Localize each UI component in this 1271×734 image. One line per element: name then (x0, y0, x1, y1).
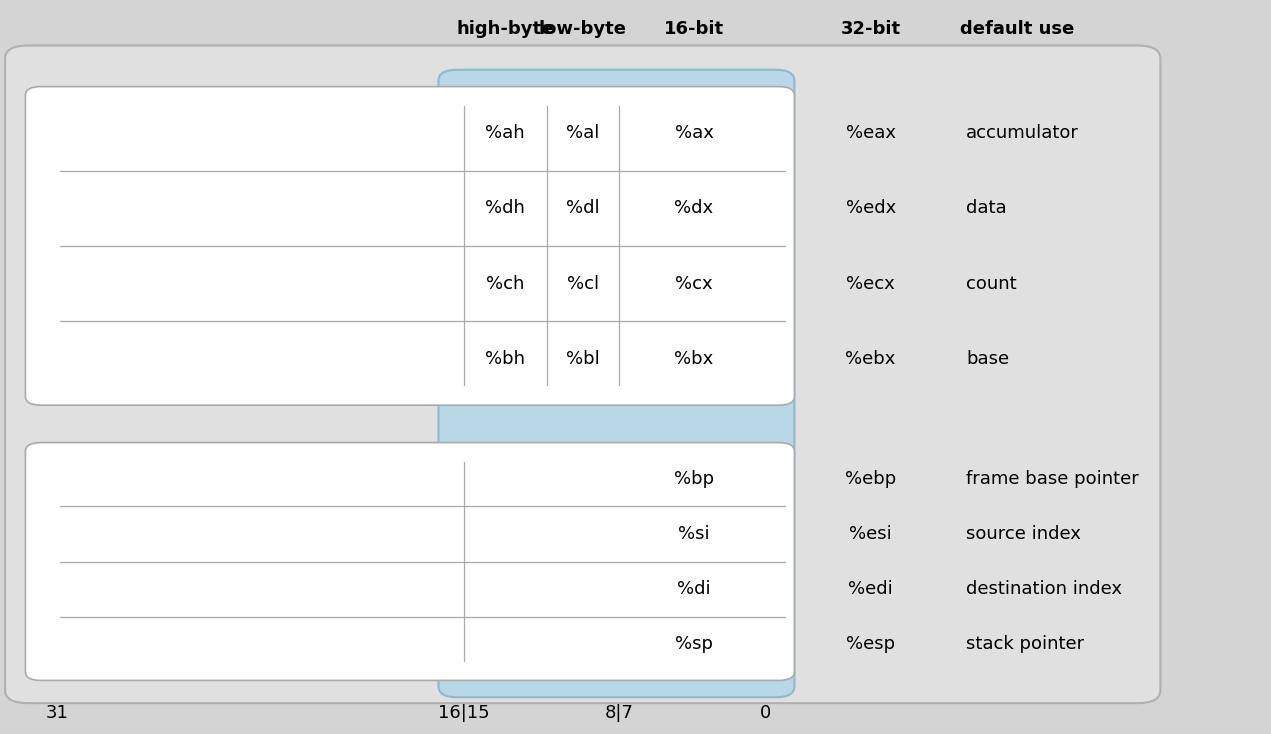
Text: %edi: %edi (848, 580, 894, 598)
Text: 8|7: 8|7 (605, 705, 633, 722)
FancyBboxPatch shape (25, 443, 794, 680)
Text: count: count (966, 275, 1017, 293)
Text: %ebp: %ebp (845, 470, 896, 488)
Text: stack pointer: stack pointer (966, 635, 1084, 653)
Text: %dl: %dl (566, 199, 600, 217)
Text: %si: %si (679, 525, 709, 543)
Text: %esi: %esi (849, 525, 892, 543)
Text: %ch: %ch (486, 275, 525, 293)
Text: %edx: %edx (845, 199, 896, 217)
Text: %cx: %cx (675, 275, 713, 293)
Text: %bp: %bp (674, 470, 714, 488)
Text: %ecx: %ecx (846, 275, 895, 293)
Text: high-byte: high-byte (456, 21, 554, 38)
Text: %ax: %ax (675, 124, 713, 142)
Text: low-byte: low-byte (539, 21, 627, 38)
Text: %ebx: %ebx (845, 349, 896, 368)
Text: 16|15: 16|15 (438, 705, 489, 722)
Text: destination index: destination index (966, 580, 1122, 598)
Text: 31: 31 (46, 705, 69, 722)
Text: %bh: %bh (486, 349, 525, 368)
Text: data: data (966, 199, 1007, 217)
Text: %bx: %bx (675, 349, 713, 368)
Text: %cl: %cl (567, 275, 599, 293)
Text: %di: %di (677, 580, 710, 598)
Text: default use: default use (960, 21, 1074, 38)
Text: %al: %al (566, 124, 600, 142)
Text: %ah: %ah (486, 124, 525, 142)
Text: %sp: %sp (675, 635, 713, 653)
FancyBboxPatch shape (25, 87, 794, 405)
Text: %bl: %bl (566, 349, 600, 368)
Text: base: base (966, 349, 1009, 368)
Text: accumulator: accumulator (966, 124, 1079, 142)
Text: %dx: %dx (675, 199, 713, 217)
Text: %eax: %eax (845, 124, 896, 142)
Text: %dh: %dh (486, 199, 525, 217)
Text: %esp: %esp (846, 635, 895, 653)
Text: 16-bit: 16-bit (663, 21, 724, 38)
FancyBboxPatch shape (5, 46, 1160, 703)
Text: source index: source index (966, 525, 1080, 543)
Text: frame base pointer: frame base pointer (966, 470, 1139, 488)
Text: 32-bit: 32-bit (840, 21, 901, 38)
FancyBboxPatch shape (438, 70, 794, 697)
Text: 0: 0 (760, 705, 770, 722)
